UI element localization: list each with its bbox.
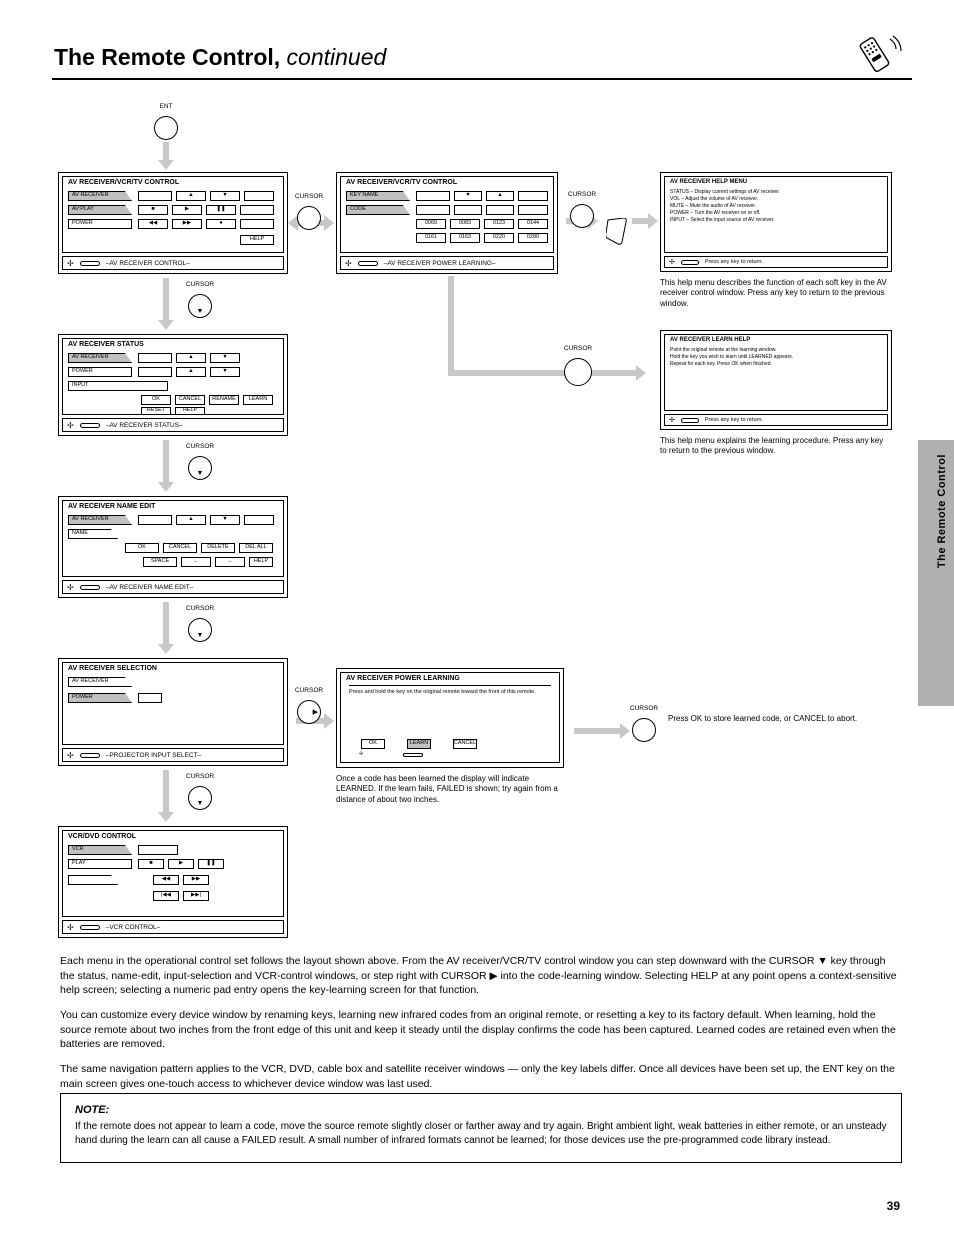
body-p2: You can customize every device window by… bbox=[60, 1008, 900, 1052]
cursor-circle-v2: CURSOR▼ bbox=[188, 456, 212, 480]
note-box: NOTE: If the remote does not appear to l… bbox=[60, 1093, 902, 1163]
cursor-circle-v3: CURSOR▼ bbox=[188, 618, 212, 642]
panel-learn: AV RECEIVER POWER LEARNING Press and hol… bbox=[336, 668, 564, 768]
header-rule bbox=[52, 78, 912, 80]
arrow-down-1 bbox=[163, 142, 169, 162]
cursor-circle-5: CURSOR bbox=[632, 718, 656, 742]
page-title: The Remote Control, continued bbox=[54, 44, 386, 71]
body-copy: Each menu in the operational control set… bbox=[60, 954, 900, 1102]
p1-title: AV RECEIVER/VCR/TV CONTROL bbox=[68, 179, 179, 186]
ent-label: ENT bbox=[160, 103, 173, 110]
cursor-circle-4: CURSOR▶ bbox=[297, 700, 321, 724]
note-title: NOTE: bbox=[75, 1104, 887, 1116]
note-body: If the remote does not appear to learn a… bbox=[75, 1120, 887, 1147]
sidebar-label: The Remote Control bbox=[936, 454, 948, 568]
title-main: The Remote Control, bbox=[54, 44, 280, 70]
panel-av-status: AV RECEIVER STATUS AV RECEIVER ▲ ▼ POWER… bbox=[58, 334, 288, 436]
cursor-circle-v1: CURSOR▼ bbox=[188, 294, 212, 318]
panel-help-1: AV RECEIVER HELP MENU STATUS – Display c… bbox=[660, 172, 892, 272]
panel-help-2: AV RECEIVER LEARN HELP Point the origina… bbox=[660, 330, 892, 430]
cursor-circle-1: CURSOR bbox=[297, 206, 321, 230]
panel-code-learning: AV RECEIVER/VCR/TV CONTROL KEY NAME ▼ ▲ … bbox=[336, 172, 558, 274]
cursor-circle-v4: CURSOR▼ bbox=[188, 786, 212, 810]
body-p1: Each menu in the operational control set… bbox=[60, 954, 900, 998]
cursor-circle-3: CURSOR bbox=[564, 358, 592, 386]
keypad-icon bbox=[606, 218, 628, 246]
panel-name-edit: AV RECEIVER NAME EDIT AV RECEIVER ▲ ▼ NA… bbox=[58, 496, 288, 598]
panel-vcr-control: VCR/DVD CONTROL VCR PLAY ■ ▶ ❚❚ ◀◀ ▶▶ |◀… bbox=[58, 826, 288, 938]
desc-help1: This help menu describes the function of… bbox=[660, 278, 892, 309]
ent-button-icon: ENT bbox=[154, 116, 178, 140]
desc-help2: This help menu explains the learning pro… bbox=[660, 436, 892, 457]
page-number: 39 bbox=[887, 1199, 900, 1213]
panel-av-control: AV RECEIVER/VCR/TV CONTROL AV RECEIVER ▲… bbox=[58, 172, 288, 274]
title-cont: continued bbox=[280, 44, 386, 70]
remote-icon bbox=[852, 33, 902, 73]
cursor-circle-2: CURSOR bbox=[570, 204, 594, 228]
panel-input-select: AV RECEIVER SELECTION AV RECEIVER POWER … bbox=[58, 658, 288, 766]
desc-learn: Once a code has been learned the display… bbox=[336, 774, 564, 805]
body-p3: The same navigation pattern applies to t… bbox=[60, 1062, 900, 1091]
desc-learn-out: Press OK to store learned code, or CANCE… bbox=[668, 714, 892, 724]
